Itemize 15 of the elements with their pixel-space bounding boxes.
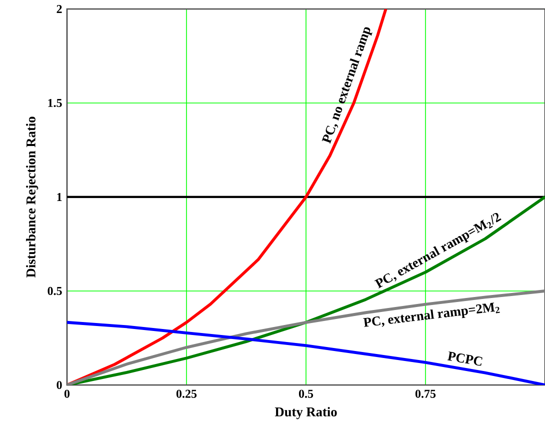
y-tick-label: 2: [56, 5, 62, 13]
y-tick-label: 1.5: [48, 98, 62, 108]
text: PCPC: [447, 351, 482, 366]
text: PC, no external ramp: [322, 27, 372, 144]
x-tick-label: 0.25: [176, 390, 197, 398]
x-tick-label: 0.5: [298, 390, 314, 398]
x-axis-title: Duty Ratio: [274, 407, 337, 420]
text: PC, external ramp=2M$_{2}$: [363, 302, 500, 327]
x-tick-label: 0.75: [415, 390, 436, 398]
y-tick-label: 1: [57, 193, 62, 201]
y-axis-title: Disturbance Rejection Ratio: [26, 116, 38, 278]
x-tick-label: 0: [64, 390, 70, 398]
y-tick-label: 0: [56, 380, 62, 390]
y-tick-label: 0.5: [48, 286, 62, 296]
line-series: [67, 290, 545, 385]
